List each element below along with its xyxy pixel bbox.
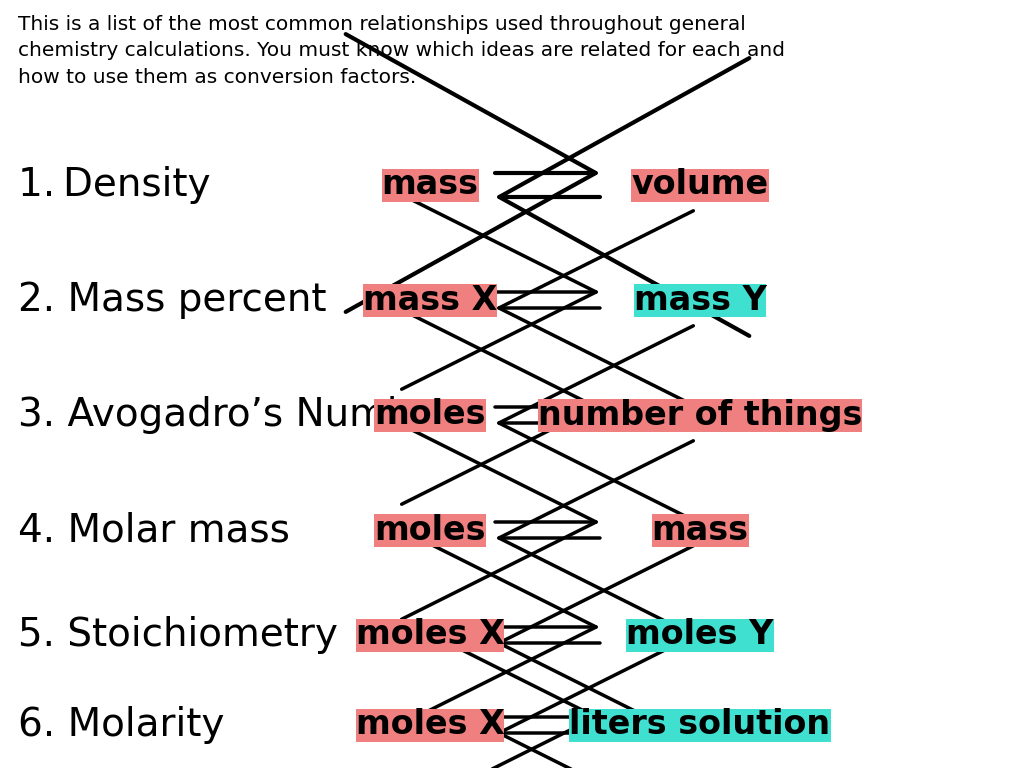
Text: moles X: moles X [355, 618, 505, 651]
Text: mass X: mass X [362, 283, 498, 316]
Text: 3. Avogadro’s Number: 3. Avogadro’s Number [18, 396, 452, 434]
Text: moles: moles [374, 514, 485, 547]
Text: volume: volume [632, 168, 769, 201]
Text: This is a list of the most common relationships used throughout general
chemistr: This is a list of the most common relati… [18, 15, 785, 87]
Text: liters solution: liters solution [569, 709, 830, 741]
Text: moles: moles [374, 399, 485, 432]
Text: 1. Density: 1. Density [18, 166, 211, 204]
Text: 5. Stoichiometry: 5. Stoichiometry [18, 616, 338, 654]
Text: number of things: number of things [538, 399, 862, 432]
Text: mass: mass [382, 168, 478, 201]
Text: mass: mass [651, 514, 749, 547]
Text: 4. Molar mass: 4. Molar mass [18, 511, 290, 549]
Text: mass Y: mass Y [634, 283, 766, 316]
Text: 2. Mass percent: 2. Mass percent [18, 281, 327, 319]
Text: moles X: moles X [355, 709, 505, 741]
Text: 6. Molarity: 6. Molarity [18, 706, 224, 744]
Text: moles Y: moles Y [627, 618, 774, 651]
